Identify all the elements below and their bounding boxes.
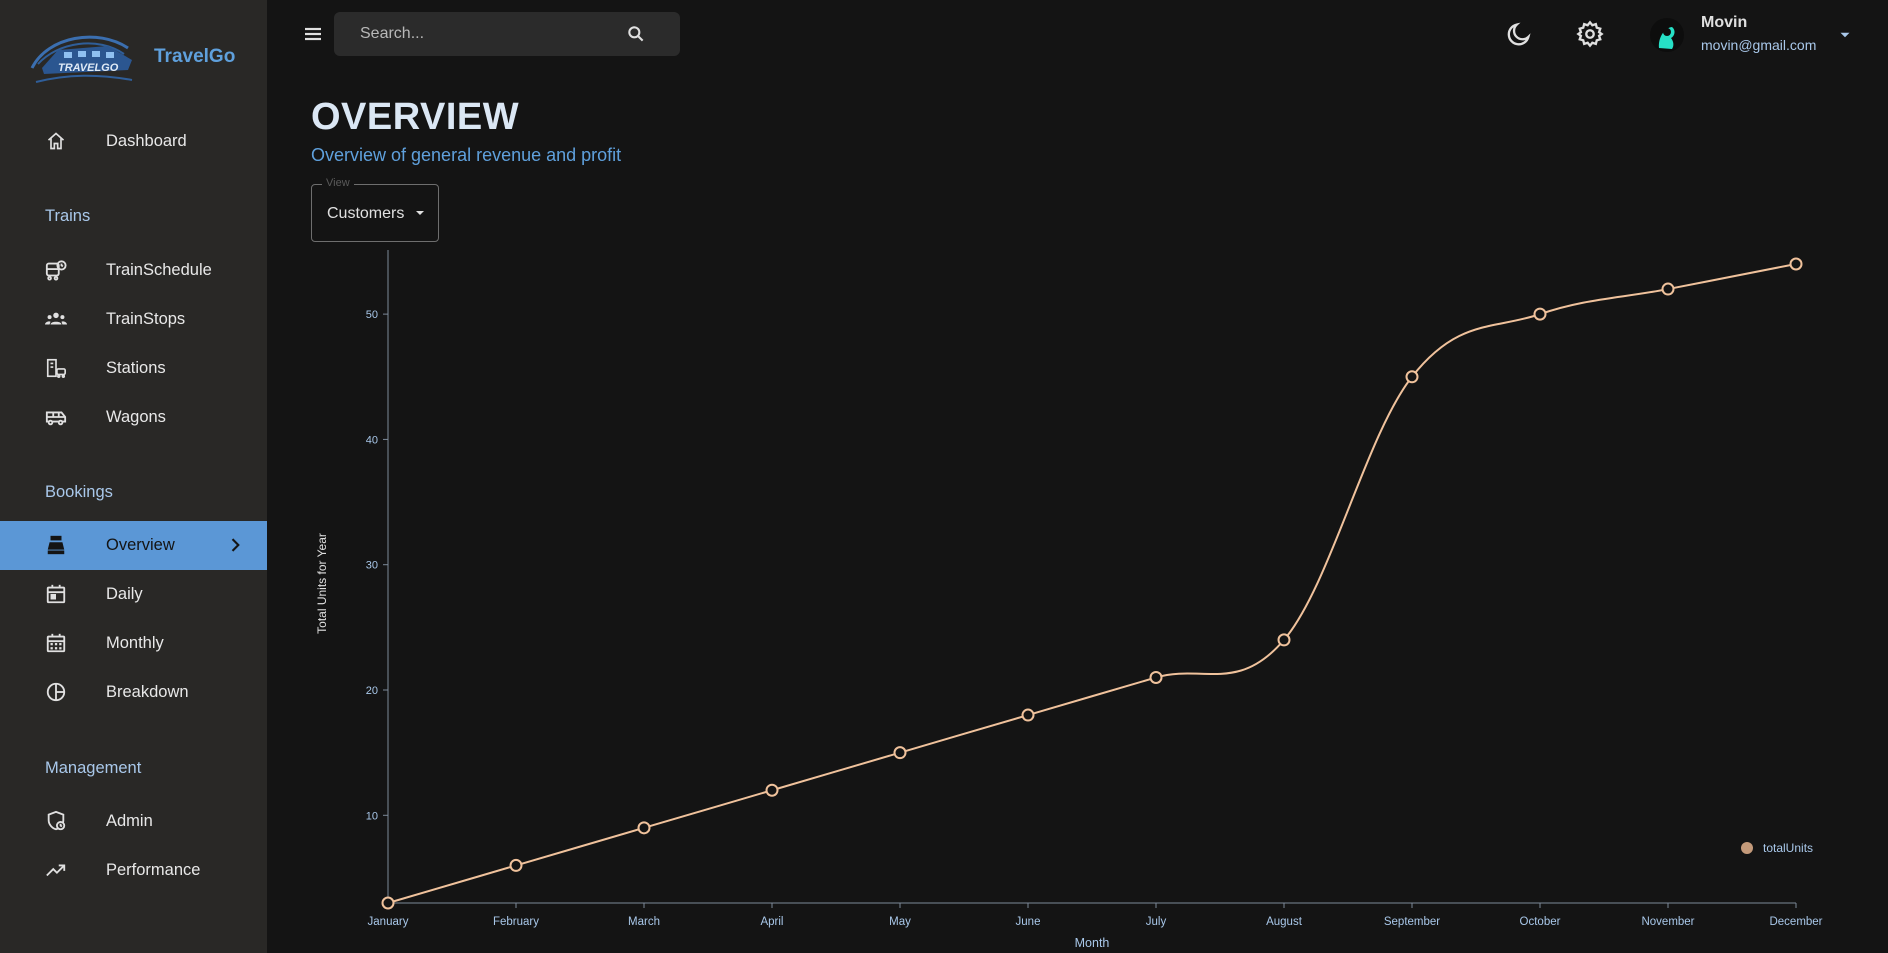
x-tick-label: June bbox=[1016, 916, 1041, 928]
sidebar-item-dashboard[interactable]: Dashboard bbox=[0, 117, 267, 166]
sidebar-item-stations[interactable]: Stations bbox=[0, 344, 267, 393]
sidebar-item-label: Performance bbox=[106, 861, 201, 879]
sidebar-item-admin[interactable]: Admin bbox=[0, 797, 267, 846]
data-point bbox=[381, 896, 395, 910]
y-tick-label: 50 bbox=[366, 309, 378, 321]
svg-text:TRAVELGO: TRAVELGO bbox=[58, 62, 119, 74]
calendar-today-icon bbox=[44, 582, 68, 606]
x-tick-label: October bbox=[1520, 916, 1561, 928]
sidebar-item-label: Wagons bbox=[106, 408, 166, 426]
data-point bbox=[893, 746, 907, 760]
section-trains: Trains bbox=[45, 207, 91, 225]
caret-down-icon bbox=[416, 211, 424, 215]
series-line-totalUnits bbox=[387, 263, 1797, 904]
page-title: OVERVIEW bbox=[311, 96, 520, 138]
x-tick-label: February bbox=[493, 916, 539, 928]
data-point bbox=[637, 821, 651, 835]
brand-name: TravelGo bbox=[154, 46, 236, 67]
sidebar-item-label: TrainSchedule bbox=[106, 261, 212, 279]
x-axis-label: Month bbox=[1075, 936, 1110, 950]
legend-label: totalUnits bbox=[1763, 841, 1813, 855]
station-icon bbox=[44, 356, 68, 380]
data-point bbox=[1021, 708, 1035, 722]
sidebar-item-performance[interactable]: Performance bbox=[0, 846, 267, 895]
y-axis-label: Total Units for Year bbox=[315, 533, 329, 634]
data-point bbox=[1277, 633, 1291, 647]
gear-icon[interactable] bbox=[1576, 20, 1604, 48]
travelgo-logo: TRAVELGO bbox=[30, 35, 133, 83]
y-tick-label: 10 bbox=[366, 810, 378, 822]
y-tick-label: 40 bbox=[366, 434, 378, 446]
page-subtitle: Overview of general revenue and profit bbox=[311, 145, 622, 165]
dark-mode-icon[interactable] bbox=[1505, 20, 1533, 48]
view-select[interactable]: View Customers bbox=[311, 177, 439, 242]
sidebar-item-label: Daily bbox=[106, 585, 143, 603]
sidebar-item-label: Monthly bbox=[106, 634, 164, 652]
sidebar-item-daily[interactable]: Daily bbox=[0, 570, 267, 619]
x-tick-label: September bbox=[1384, 916, 1440, 928]
x-tick-label: December bbox=[1769, 916, 1822, 928]
search-bar bbox=[334, 12, 680, 56]
user-name: Movin bbox=[1701, 14, 1748, 31]
menu-icon[interactable] bbox=[301, 22, 325, 46]
train-schedule-icon bbox=[44, 258, 68, 282]
x-tick-label: May bbox=[889, 916, 911, 928]
brand[interactable]: TRAVELGO TravelGo bbox=[28, 24, 258, 90]
x-tick-label: March bbox=[628, 916, 660, 928]
sidebar-item-monthly[interactable]: Monthly bbox=[0, 619, 267, 668]
data-point bbox=[1149, 670, 1163, 684]
user-email: movin@gmail.com bbox=[1701, 37, 1817, 53]
sidebar-item-breakdown[interactable]: Breakdown bbox=[0, 668, 267, 717]
section-management: Management bbox=[45, 759, 142, 777]
sidebar-item-label: Breakdown bbox=[106, 683, 189, 701]
data-point bbox=[1533, 307, 1547, 321]
point-of-sale-icon bbox=[44, 533, 68, 557]
x-tick-label: August bbox=[1266, 916, 1303, 928]
avatar[interactable] bbox=[1650, 18, 1684, 52]
sidebar-item-label: Dashboard bbox=[106, 132, 187, 150]
line-chart: 10 20 30 40 50 January February March April May Ju… bbox=[315, 250, 1823, 950]
data-point bbox=[1789, 257, 1803, 271]
data-point bbox=[765, 783, 779, 797]
data-point bbox=[509, 858, 523, 872]
x-tick-label: July bbox=[1146, 916, 1167, 928]
data-point bbox=[1405, 370, 1419, 384]
chevron-right-icon bbox=[231, 538, 240, 552]
calendar-month-icon bbox=[44, 631, 68, 655]
sidebar-item-label: Admin bbox=[106, 812, 153, 830]
search-input[interactable] bbox=[334, 12, 624, 56]
sidebar-item-label: TrainStops bbox=[106, 310, 186, 328]
y-tick-label: 30 bbox=[366, 560, 378, 572]
pie-chart-icon bbox=[44, 680, 68, 704]
sidebar-item-wagons[interactable]: Wagons bbox=[0, 393, 267, 442]
sidebar-item-overview[interactable]: Overview bbox=[0, 521, 267, 570]
sidebar: TRAVELGO TravelGo Dashboard Trains Train… bbox=[0, 0, 267, 953]
data-point bbox=[1661, 282, 1675, 296]
section-bookings: Bookings bbox=[45, 483, 113, 501]
sidebar-item-trainschedule[interactable]: TrainSchedule bbox=[0, 246, 267, 295]
x-tick-label: November bbox=[1641, 916, 1694, 928]
x-tick-label: January bbox=[368, 916, 409, 928]
caret-down-icon[interactable] bbox=[1836, 26, 1854, 44]
view-select-label: View bbox=[322, 177, 354, 189]
home-icon bbox=[44, 129, 68, 153]
search-icon[interactable] bbox=[626, 24, 646, 44]
trending-up-icon bbox=[44, 858, 68, 882]
sidebar-item-trainstops[interactable]: TrainStops bbox=[0, 295, 267, 344]
groups-icon bbox=[44, 307, 68, 331]
sidebar-item-label: Stations bbox=[106, 359, 166, 377]
view-select-value: Customers bbox=[327, 205, 405, 222]
legend-marker bbox=[1741, 842, 1753, 854]
sidebar-item-label: Overview bbox=[106, 536, 175, 554]
admin-shield-icon bbox=[44, 809, 68, 833]
x-tick-label: April bbox=[760, 916, 783, 928]
wagon-icon bbox=[44, 405, 68, 429]
y-tick-label: 20 bbox=[366, 685, 378, 697]
